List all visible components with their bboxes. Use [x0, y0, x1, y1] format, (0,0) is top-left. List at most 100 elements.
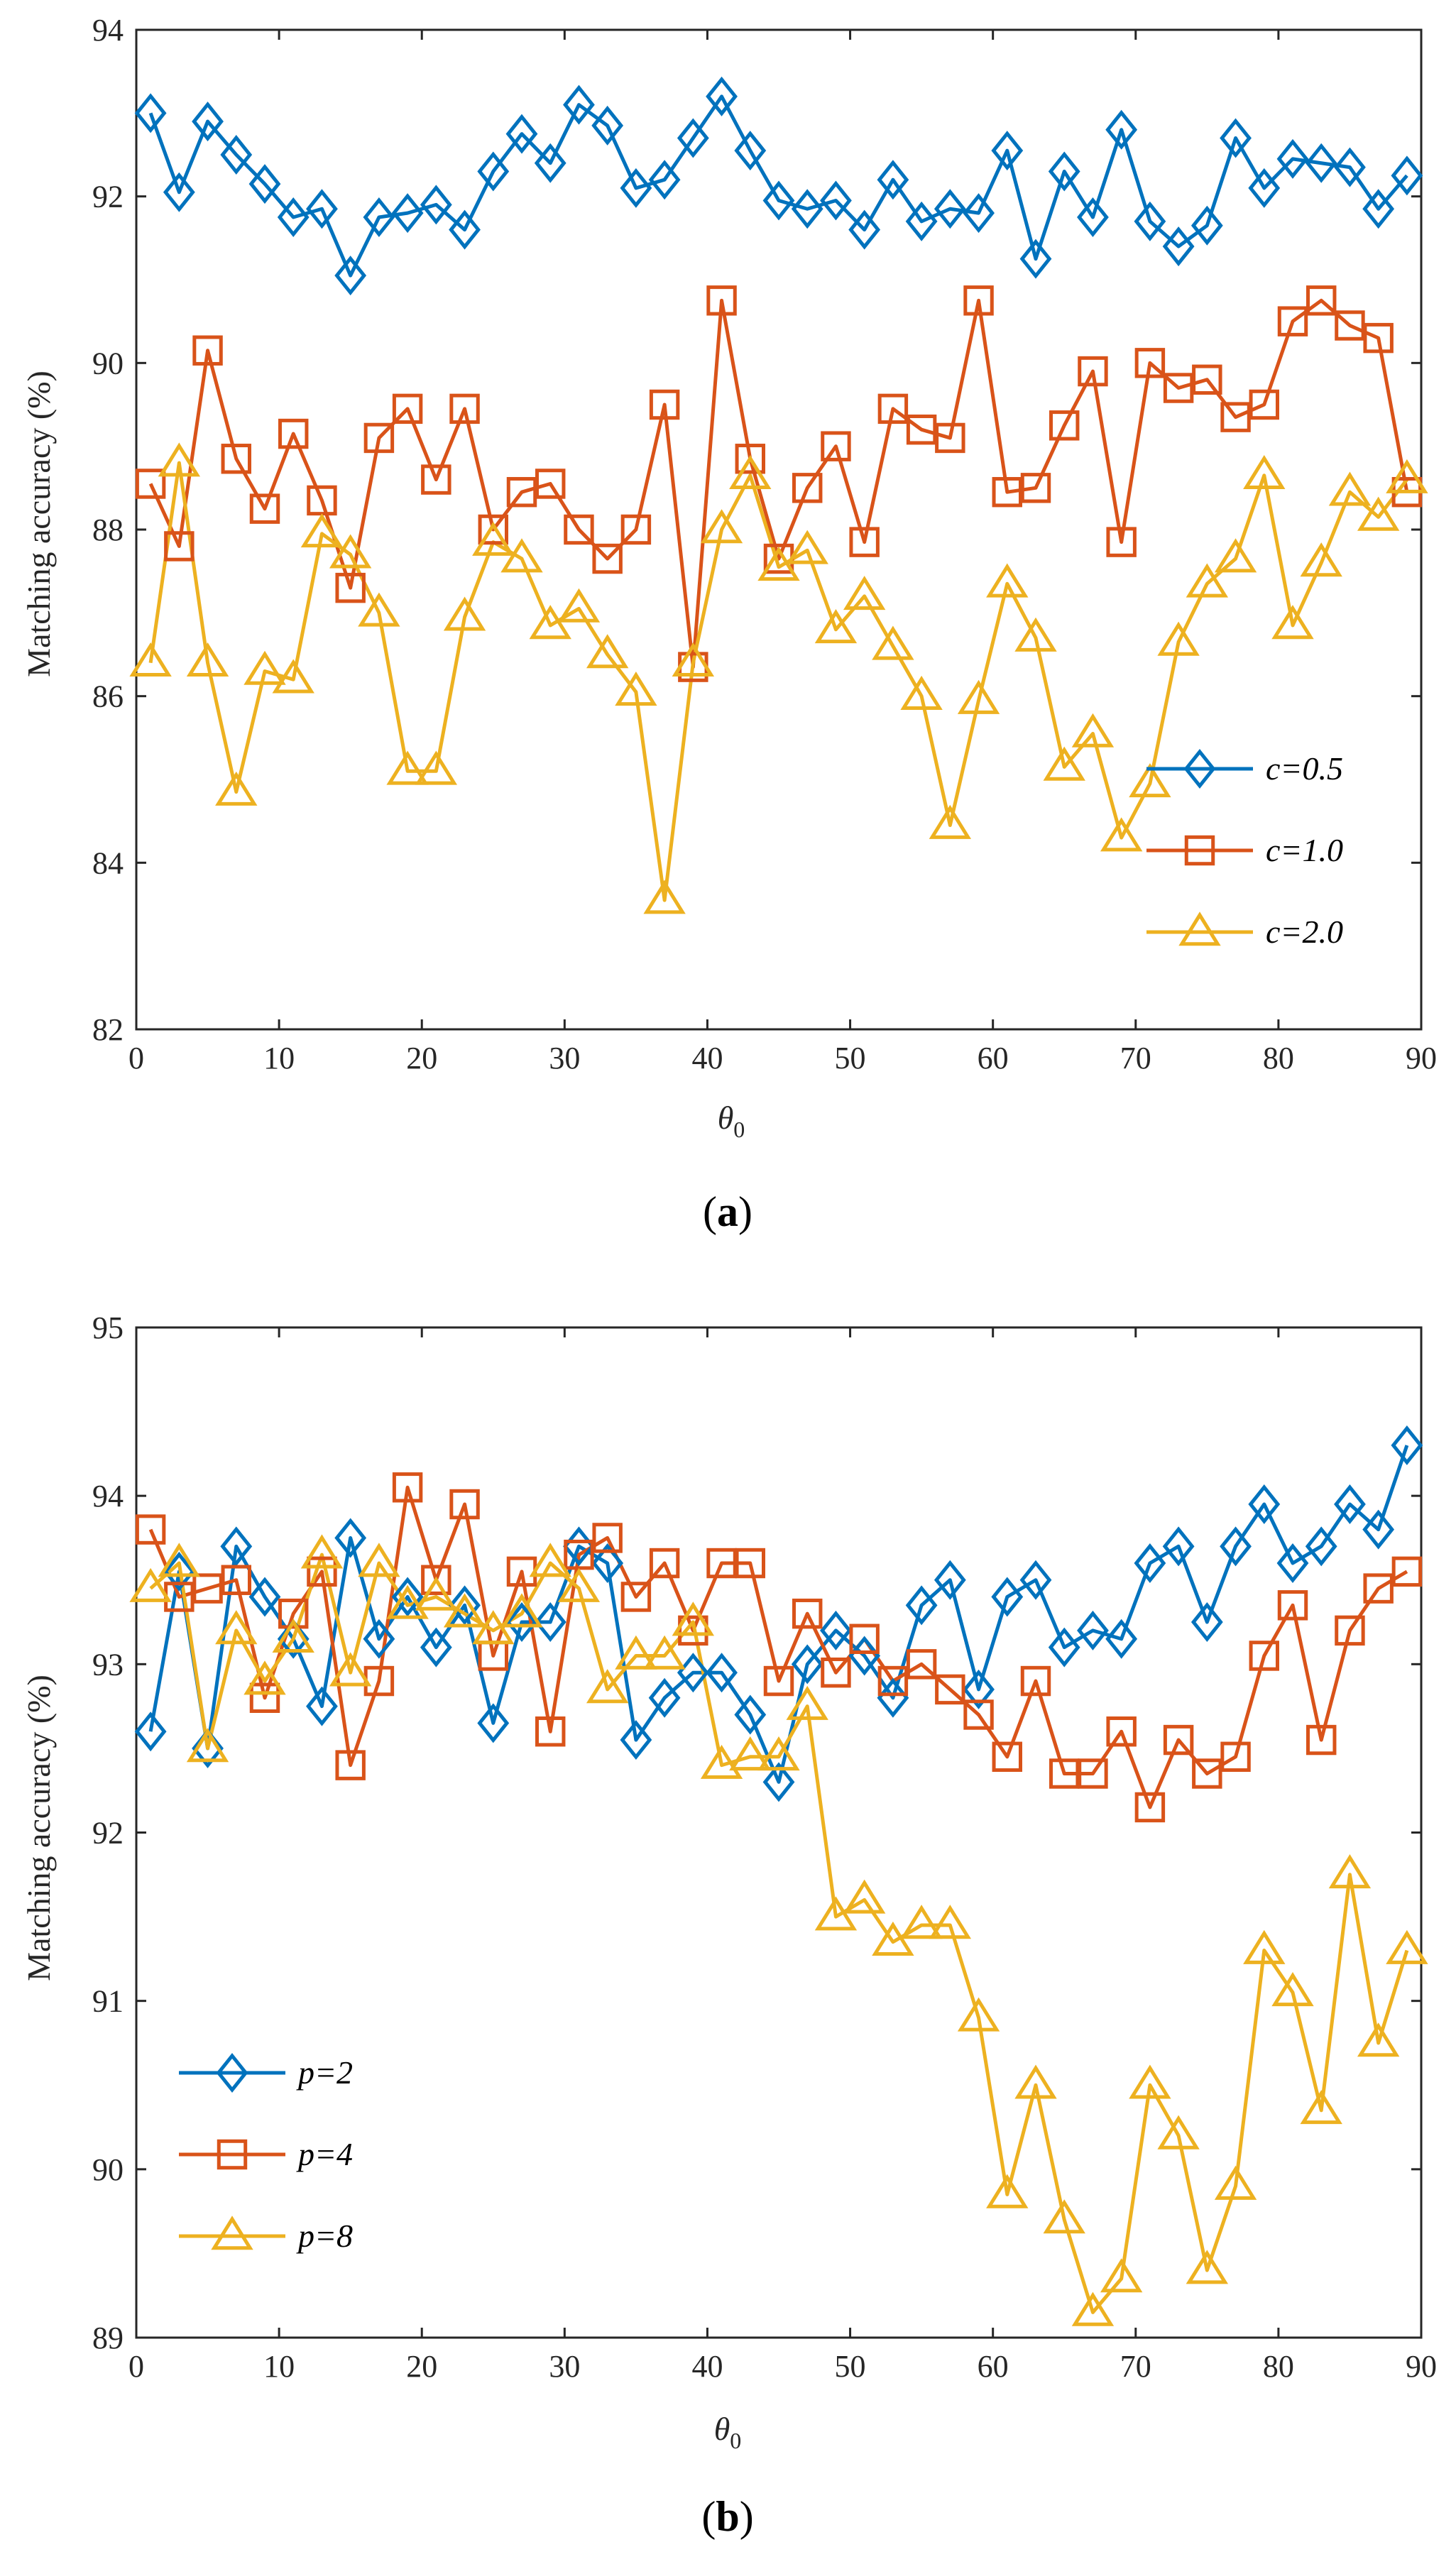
data-point [1357, 496, 1400, 531]
data-point [529, 1543, 571, 1577]
legend: p=2 p=4 p=8 [179, 2052, 353, 2254]
y-tick-label: 91 [92, 1984, 124, 2019]
data-point [791, 189, 823, 229]
data-point [735, 444, 765, 474]
data-point [649, 389, 680, 420]
legend-entry: c=1.0 [1266, 832, 1343, 868]
data-point [706, 1548, 737, 1579]
y-tick-label: 93 [92, 1647, 124, 1682]
data-point [334, 1518, 367, 1558]
data-point [477, 151, 510, 192]
data-point [278, 418, 309, 449]
data-point [164, 531, 195, 562]
x-tick-label: 50 [835, 2349, 866, 2384]
data-point [963, 1669, 995, 1709]
data-point [505, 114, 538, 154]
data-point [278, 1598, 309, 1629]
data-point [1305, 143, 1337, 183]
data-point [1014, 2064, 1057, 2099]
data-point [477, 1703, 510, 1743]
data-point [900, 675, 943, 710]
data-point [1249, 389, 1279, 420]
data-point [1100, 2258, 1143, 2293]
data-point [1105, 1619, 1138, 1659]
data-point [129, 1567, 172, 1602]
data-point [872, 1921, 914, 1956]
data-point [363, 1619, 395, 1659]
data-point [877, 1665, 909, 1697]
y-tick-label: 95 [92, 1310, 124, 1345]
series-markers-2 [135, 285, 1423, 682]
x-tick-label: 30 [549, 2349, 580, 2384]
xlabel-subscript: 0 [733, 1117, 745, 1142]
data-point [272, 659, 314, 694]
data-point [420, 185, 452, 225]
data-point [248, 164, 281, 204]
data-point [991, 131, 1024, 171]
data-point [215, 1610, 258, 1645]
data-point [820, 1610, 852, 1650]
data-point [449, 393, 480, 425]
data-point [186, 642, 229, 677]
data-point [134, 1712, 167, 1752]
x-tick-label: 20 [406, 2349, 437, 2384]
x-tick-label: 40 [691, 2349, 723, 2384]
data-point [929, 1905, 972, 1939]
data-point [1243, 1929, 1286, 1964]
data-point [1391, 1425, 1423, 1466]
data-point [1357, 2022, 1400, 2057]
chart-b: 0 10 20 30 40 50 60 70 80 9089909192939495p=2p=4p… [21, 1310, 1437, 2540]
data-point [391, 1577, 424, 1617]
data-point [421, 1565, 451, 1595]
data-point [1276, 1543, 1309, 1584]
data-point [307, 1556, 337, 1587]
data-point [306, 1686, 338, 1726]
data-point [472, 521, 515, 556]
data-point [1019, 239, 1052, 279]
data-point [791, 1644, 823, 1685]
caption-open: ( [701, 2493, 716, 2540]
data-point [158, 1543, 201, 1577]
data-point [957, 1997, 1000, 2032]
series-line-3 [149, 1552, 1409, 2314]
data-point [672, 642, 715, 677]
y-tick-label: 82 [92, 1012, 124, 1047]
data-point [335, 572, 366, 603]
data-point [306, 189, 338, 229]
x-tick-label: 50 [835, 1041, 866, 1075]
legend-entry: p=2 [296, 2054, 353, 2091]
data-point [1243, 454, 1286, 490]
legend-marker [217, 2139, 248, 2170]
data-point [386, 1584, 429, 1619]
data-point [1362, 1509, 1395, 1550]
data-point [677, 118, 709, 158]
data-point [1305, 1526, 1337, 1567]
caption-letter: b [716, 2493, 739, 2540]
data-point [762, 180, 795, 221]
caption-letter: a [717, 1188, 738, 1235]
y-tick-label: 84 [92, 845, 124, 880]
y-tick-label: 86 [92, 679, 124, 714]
data-point [443, 596, 486, 631]
data-point [186, 1728, 229, 1763]
data-point [643, 880, 686, 914]
data-point [1019, 1560, 1052, 1600]
xlabel-theta: θ [718, 1100, 734, 1136]
data-point [1134, 348, 1166, 378]
data-point [929, 804, 972, 839]
data-point [905, 1585, 938, 1626]
panel-b: 0 10 20 30 40 50 60 70 80 90 89 90 91 92 93 94 95 p=2 p=4 p… [0, 1271, 1456, 2552]
data-point [591, 1543, 624, 1584]
data-point [335, 1750, 366, 1780]
data-point [877, 160, 909, 200]
data-point [757, 547, 800, 581]
data-point [134, 93, 167, 133]
data-point [843, 1879, 886, 1914]
data-point [934, 1560, 966, 1600]
data-point [729, 454, 772, 490]
data-point [392, 393, 423, 425]
data-point [415, 750, 458, 785]
data-point [505, 1602, 538, 1643]
data-point [735, 1548, 765, 1579]
data-point [991, 1577, 1024, 1617]
